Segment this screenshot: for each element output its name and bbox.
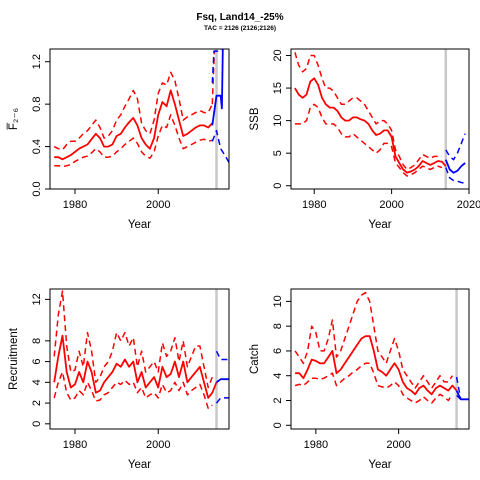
series-historical-lower [53, 371, 213, 410]
y-tick-label: 20 [272, 49, 284, 61]
series-projection-lower [211, 129, 229, 163]
y-tick-label: 6 [31, 359, 43, 365]
series-historical-median [294, 77, 447, 174]
x-tick-label: 1980 [63, 199, 87, 211]
y-tick-label: 8 [31, 338, 43, 344]
y-tick-label: 12 [31, 293, 43, 305]
x-axis-label: Year [128, 219, 151, 231]
panel-catch: 1980 2000 0 2 4 6 8 10 Year Catch [249, 288, 470, 471]
y-tick-label: 10 [272, 114, 284, 126]
y-axis-label: F̅₂₋₆ [8, 108, 20, 131]
series-historical-lower [54, 114, 213, 168]
series-projection-upper [211, 49, 224, 83]
y-tick-label: 5 [272, 150, 284, 156]
plot-area [53, 290, 229, 410]
y-tick-label: 1.2 [31, 54, 43, 69]
series-projection-lower [445, 167, 466, 184]
y-tick-label: 4 [31, 379, 43, 385]
series-projection-upper [455, 376, 469, 401]
y-axis-label: Recruitment [8, 327, 20, 390]
plot-area [53, 49, 229, 168]
plot-area [294, 291, 469, 404]
panel-recruitment: 1980 2000 0 2 4 6 8 12 Year Recruitment [8, 288, 230, 471]
x-tick-label: 1980 [63, 439, 87, 451]
x-tick-label: 2020 [457, 199, 480, 211]
y-axis-label: Catch [249, 344, 261, 374]
series-historical-median [54, 89, 213, 161]
series-projection-median [211, 49, 224, 126]
x-tick-label: 2000 [146, 439, 170, 451]
y-tick-label: 2 [31, 400, 43, 406]
series-historical-upper [53, 71, 213, 151]
x-tick-label: 2000 [379, 199, 403, 211]
series-projection-median [215, 378, 229, 384]
y-tick-label: 0.0 [31, 181, 43, 196]
figure-title: Fsq, Land14_-25% [196, 12, 283, 23]
series-projection-upper [215, 350, 229, 361]
x-tick-label: 2000 [386, 439, 410, 451]
plot-area [294, 52, 466, 184]
plot-frame [49, 288, 230, 430]
y-tick-label: 0.4 [31, 139, 43, 154]
y-tick-label: 0 [272, 183, 284, 189]
x-tick-label: 1980 [302, 199, 326, 211]
series-historical-upper [294, 52, 442, 171]
panel-ssb: 1980 2000 2020 0 5 10 15 20 Year SSB [249, 48, 480, 231]
series-projection-lower [456, 394, 469, 401]
y-tick-label: 10 [272, 295, 284, 307]
x-axis-label: Year [368, 219, 391, 231]
y-tick-label: 0 [31, 421, 43, 427]
x-axis-label: Year [128, 459, 151, 471]
series-projection-lower [215, 397, 229, 404]
plot-frame [49, 48, 230, 190]
y-tick-label: 2 [272, 397, 284, 403]
x-tick-label: 1980 [304, 439, 328, 451]
series-historical-lower [294, 362, 454, 404]
y-tick-label: 6 [272, 348, 284, 354]
panel-fbar: 1980 2000 0.0 0.4 0.8 1.2 Year F̅₂₋₆ [8, 48, 230, 231]
x-tick-label: 2000 [146, 199, 170, 211]
y-tick-label: 15 [272, 82, 284, 94]
y-axis-label: SSB [249, 107, 261, 130]
y-tick-label: 0.8 [31, 97, 43, 112]
plot-frame [290, 48, 470, 190]
figure-subtitle: TAC = 2126 (2126;2126) [204, 25, 276, 32]
y-tick-label: 0 [272, 422, 284, 428]
series-historical-upper [294, 291, 454, 389]
series-historical-median [295, 335, 458, 396]
y-tick-label: 8 [272, 323, 284, 329]
series-projection-median [444, 159, 466, 174]
y-tick-label: 4 [272, 373, 284, 379]
series-historical-lower [294, 103, 443, 177]
series-historical-median [53, 334, 218, 399]
series-projection-upper [445, 133, 466, 161]
x-axis-label: Year [368, 459, 391, 471]
plot-frame [290, 288, 470, 430]
